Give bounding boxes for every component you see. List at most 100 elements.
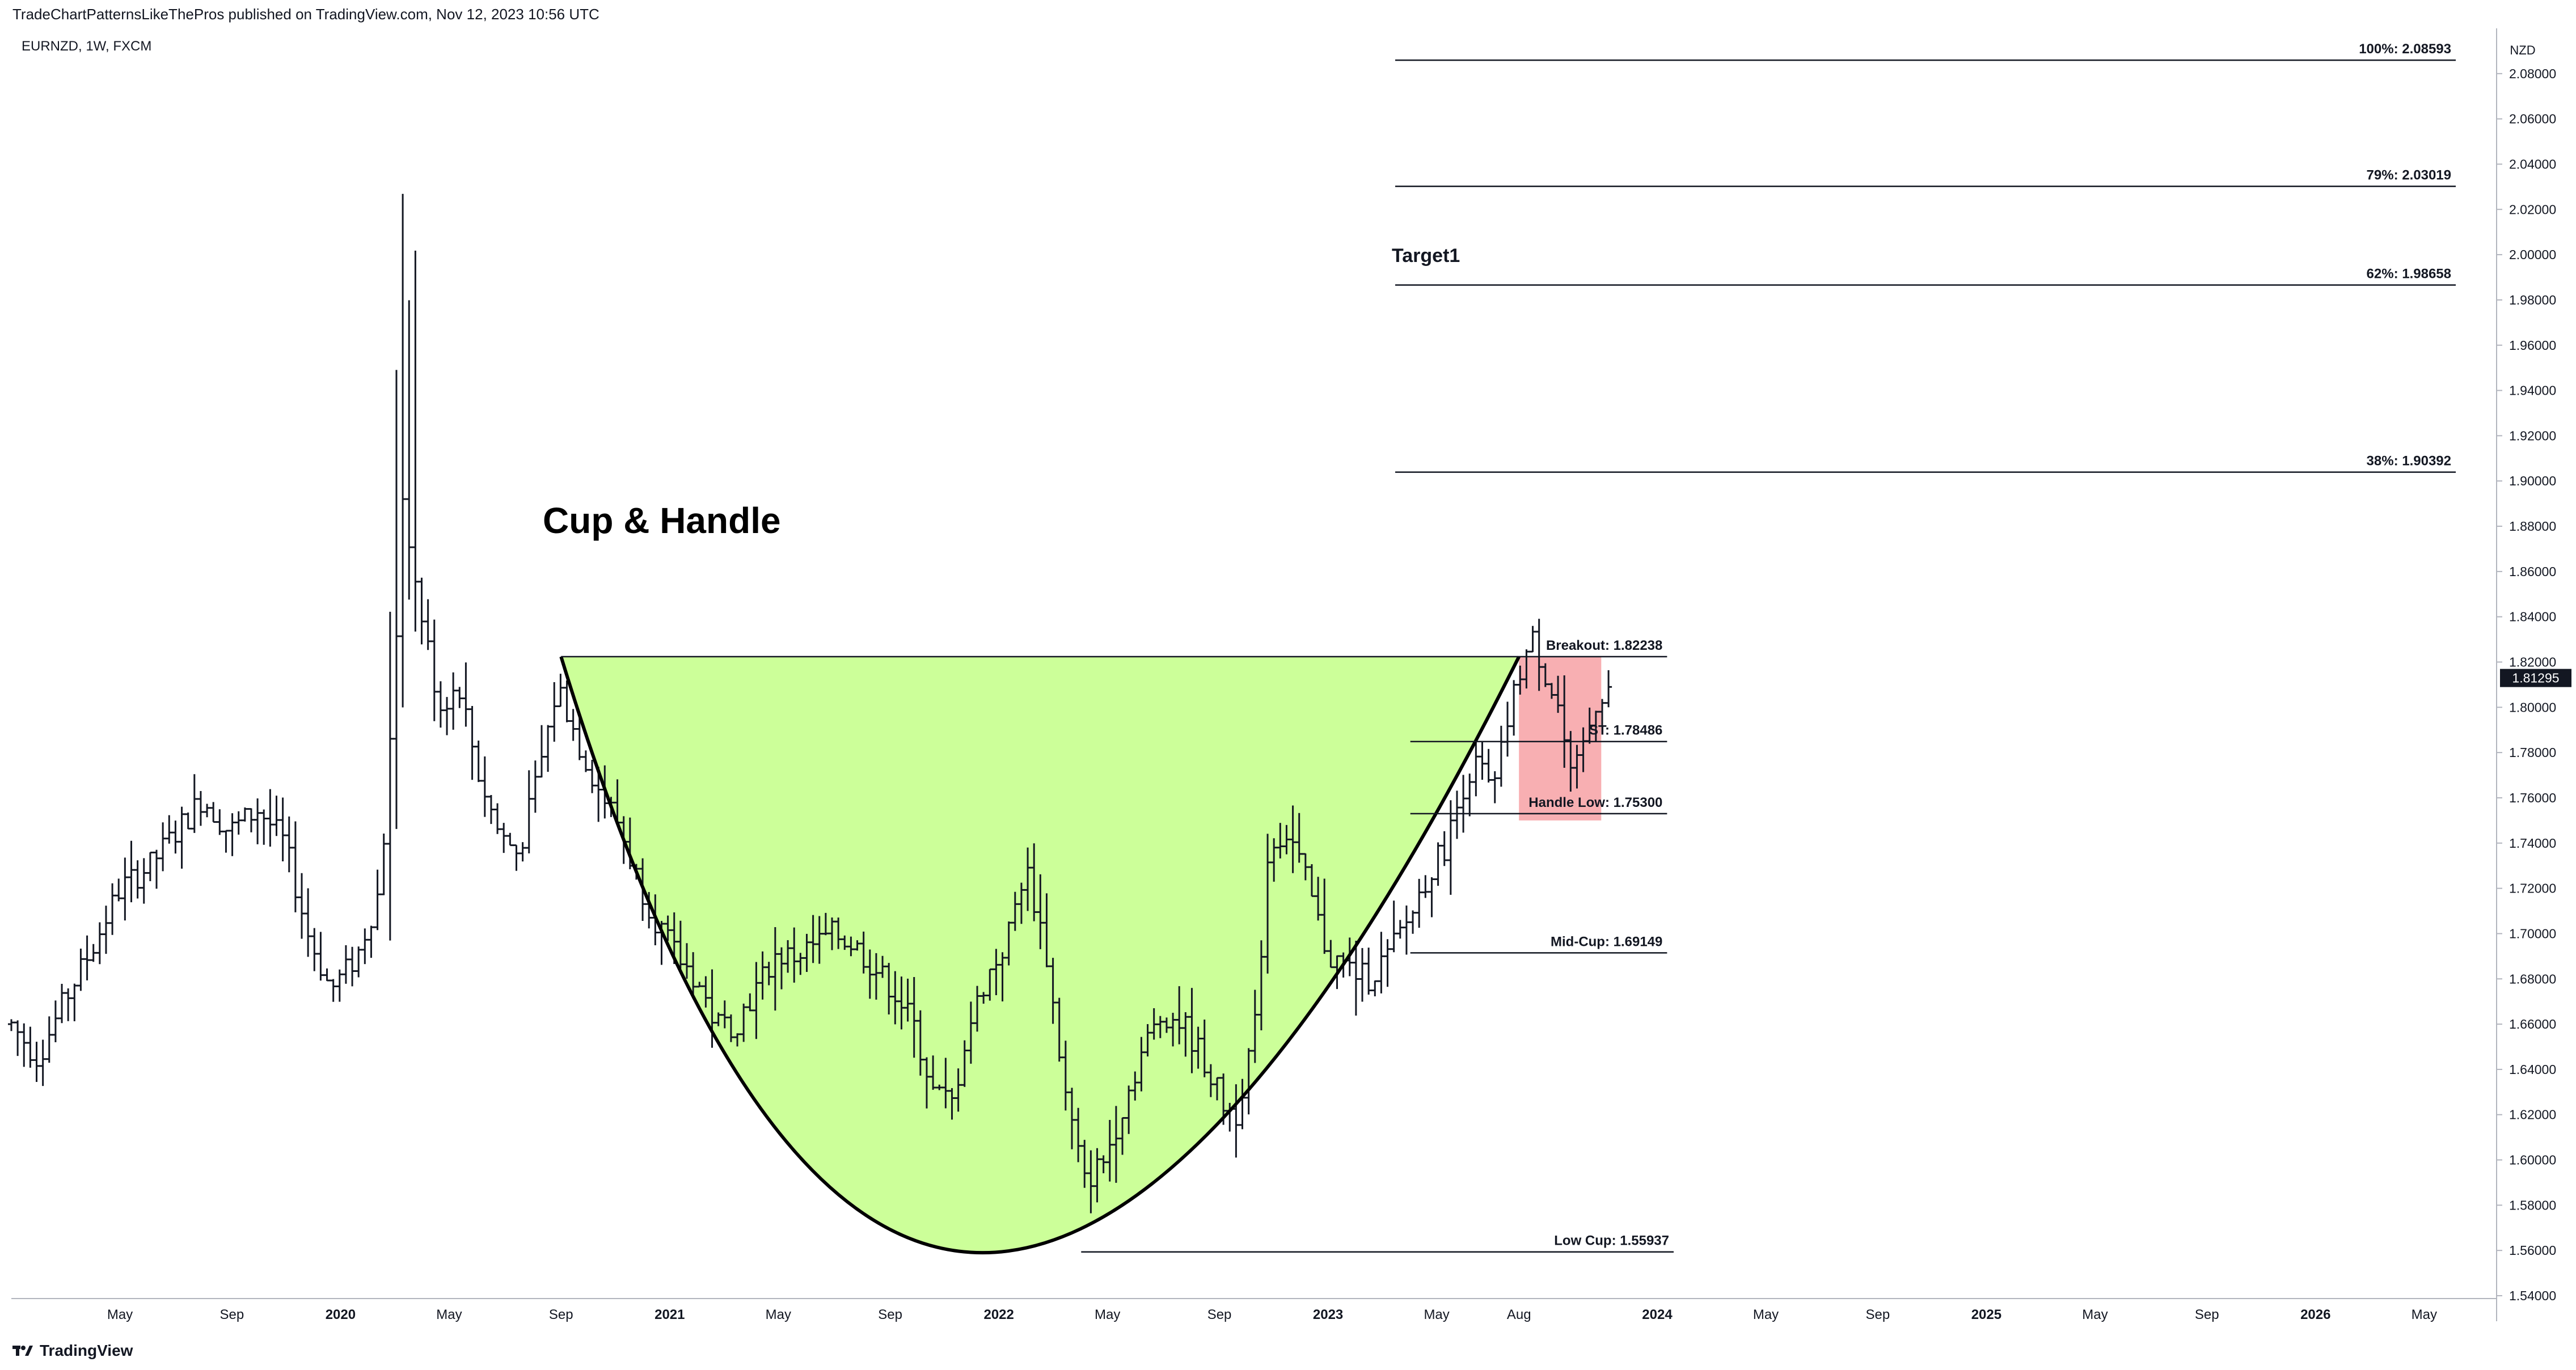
- fib-level-label: 100%: 2.08593: [2359, 41, 2451, 57]
- ohlc-bar: [65, 988, 72, 1021]
- ohlc-bar: [267, 789, 274, 847]
- ohlc-bar: [166, 815, 173, 844]
- ohlc-bar: [20, 1023, 28, 1067]
- ohlc-bar: [298, 873, 306, 939]
- x-tick-label: 2025: [1971, 1307, 2001, 1322]
- level-label: ST: 1.78486: [1589, 723, 1662, 738]
- ohlc-bar: [342, 945, 349, 984]
- ohlc-bar: [803, 933, 810, 972]
- y-tick-label: 1.72000: [2509, 881, 2556, 896]
- tradingview-footer[interactable]: TradingView: [12, 1339, 133, 1362]
- ohlc-bar: [235, 811, 242, 835]
- ohlc-bar: [450, 672, 457, 730]
- symbol-label[interactable]: EURNZD, 1W, FXCM: [22, 39, 152, 54]
- ohlc-bar: [494, 803, 501, 834]
- ohlc-bar: [771, 927, 779, 1011]
- ohlc-bar: [1396, 920, 1404, 939]
- ohlc-bar: [1365, 948, 1373, 995]
- ohlc-bar: [1409, 910, 1417, 934]
- ohlc-bar: [336, 969, 343, 1002]
- ohlc-bar: [872, 953, 880, 1000]
- ohlc-bar: [721, 1000, 728, 1029]
- y-tick-label: 1.90000: [2509, 473, 2556, 488]
- ohlc-bar: [690, 952, 697, 999]
- ohlc-bar: [1207, 1064, 1214, 1097]
- y-tick-label: 1.70000: [2509, 926, 2556, 941]
- y-tick-label: 1.58000: [2509, 1198, 2556, 1212]
- ohlc-bar: [538, 725, 545, 778]
- x-tick-label: May: [766, 1307, 791, 1322]
- ohlc-bar: [1548, 683, 1555, 699]
- ohlc-bar: [1131, 1071, 1139, 1101]
- currency-label: NZD: [2510, 43, 2535, 57]
- ohlc-bar: [456, 687, 463, 708]
- ohlc-bar: [406, 300, 413, 600]
- x-tick-label: Sep: [1866, 1307, 1890, 1322]
- ohlc-bar: [860, 931, 867, 974]
- ohlc-bar: [816, 916, 823, 964]
- ohlc-bar: [216, 809, 223, 835]
- ohlc-bar: [1605, 670, 1612, 708]
- ohlc-bar: [866, 949, 873, 999]
- y-tick-label: 1.92000: [2509, 428, 2556, 443]
- ohlc-bar: [159, 822, 167, 872]
- ohlc-bar: [1163, 1017, 1170, 1033]
- x-tick-label: May: [1095, 1307, 1120, 1322]
- ohlc-bar: [418, 577, 425, 645]
- ohlc-bar: [462, 662, 470, 727]
- ohlc-bar: [83, 935, 91, 980]
- ohlc-bar: [1523, 649, 1530, 689]
- ohlc-bar: [140, 858, 147, 904]
- ohlc-bar: [942, 1058, 949, 1109]
- ohlc-bar: [1315, 877, 1322, 921]
- y-tick-label: 1.74000: [2509, 836, 2556, 851]
- ohlc-bar: [1485, 749, 1492, 783]
- ohlc-bar: [544, 725, 552, 772]
- ohlc-bar: [1441, 831, 1448, 866]
- ohlc-bar: [1062, 1041, 1069, 1111]
- level-label: Breakout: 1.82238: [1546, 638, 1662, 653]
- y-tick-label: 1.80000: [2509, 700, 2556, 714]
- ohlc-bar: [1081, 1140, 1088, 1188]
- y-tick-label: 1.66000: [2509, 1017, 2556, 1031]
- ohlc-bar: [399, 193, 407, 708]
- ohlc-bar: [1472, 740, 1480, 797]
- ohlc-bar: [1037, 874, 1044, 949]
- ohlc-bar: [392, 370, 400, 829]
- ohlc-bar: [39, 1039, 47, 1086]
- ohlc-bar: [677, 920, 684, 969]
- x-tick-label: Aug: [1507, 1307, 1531, 1322]
- ohlc-bar: [879, 955, 886, 978]
- ohlc-bar: [1119, 1117, 1126, 1155]
- x-tick-label: May: [1424, 1307, 1449, 1322]
- y-tick-label: 1.62000: [2509, 1107, 2556, 1122]
- ohlc-bar: [374, 869, 381, 931]
- x-tick-label: 2026: [2300, 1307, 2330, 1322]
- ohlc-bar: [254, 798, 261, 844]
- ohlc-bar: [27, 1026, 34, 1068]
- ohlc-bar: [734, 1033, 741, 1047]
- tradingview-logo-icon: [12, 1346, 33, 1356]
- ohlc-bar: [1384, 939, 1391, 987]
- last-price-label: 1.81295: [2512, 671, 2559, 686]
- last-price-marker: [2500, 669, 2571, 687]
- ohlc-bar: [835, 917, 842, 949]
- ohlc-bar: [380, 833, 387, 895]
- ohlc-bar: [854, 940, 861, 951]
- x-tick-label: 2022: [983, 1307, 1013, 1322]
- ohlc-bar: [753, 962, 760, 1039]
- ohlc-bar: [1378, 932, 1385, 993]
- ohlc-bar: [1270, 838, 1278, 882]
- ohlc-bar: [1434, 842, 1442, 886]
- ohlc-bar: [153, 849, 161, 889]
- ohlc-bar: [444, 697, 451, 735]
- ohlc-bar: [487, 795, 495, 824]
- ohlc-bar: [898, 976, 905, 1030]
- ohlc-bar: [809, 915, 817, 963]
- target-label: Target1: [1392, 245, 1460, 267]
- ohlc-bar: [1403, 905, 1410, 955]
- ohlc-bar: [1453, 790, 1460, 839]
- publisher-header: TradeChartPatternsLikeThePros published …: [12, 6, 599, 23]
- ohlc-bar: [1277, 823, 1284, 859]
